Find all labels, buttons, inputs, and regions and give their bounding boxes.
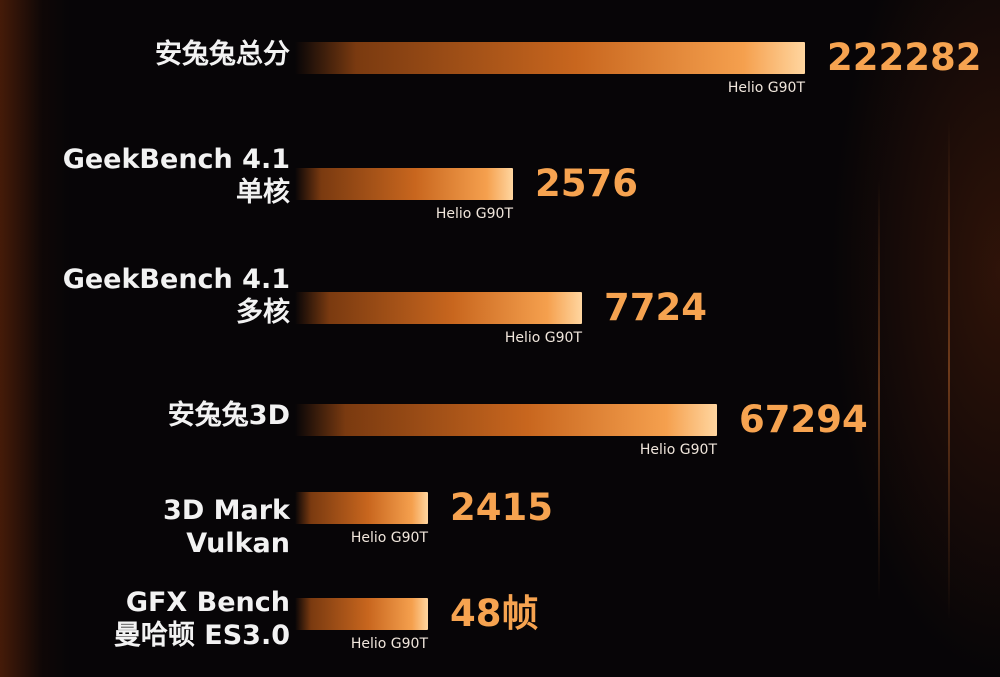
category-label-line: 曼哈顿 ES3.0 (113, 620, 290, 651)
category-label: 安兔兔总分 (155, 38, 290, 71)
category-label: 3D Mark Vulkan (163, 494, 290, 560)
light-streak (948, 120, 950, 620)
category-label-line: GeekBench 4.1 (62, 144, 290, 175)
bar (295, 598, 428, 630)
value-label: 2576 (535, 162, 638, 205)
value-label: 48帧 (450, 592, 539, 635)
chip-label: Helio G90T (350, 530, 428, 546)
light-streak (878, 180, 880, 600)
category-label-line: 安兔兔总分 (155, 39, 290, 70)
chip-label: Helio G90T (727, 80, 805, 96)
chip-label: Helio G90T (639, 442, 717, 458)
right-glow (830, 0, 1000, 677)
category-label-line: 3D Mark (163, 495, 290, 526)
bar (295, 168, 513, 200)
bar (295, 292, 582, 324)
chip-label: Helio G90T (350, 636, 428, 652)
value-label: 67294 (739, 398, 868, 441)
category-label: GeekBench 4.1 多核 (63, 263, 290, 329)
bar (295, 404, 717, 436)
category-label-line: Vulkan (186, 528, 290, 559)
category-label-line: 安兔兔3D (167, 400, 290, 431)
category-label-line: GeekBench 4.1 (62, 264, 290, 295)
category-label-line: 单核 (236, 177, 290, 208)
category-label-line: 多核 (236, 297, 290, 328)
value-label: 222282 (827, 36, 982, 79)
category-label: GeekBench 4.1 单核 (63, 143, 290, 209)
bar (295, 492, 428, 524)
value-label: 2415 (450, 486, 553, 529)
chip-label: Helio G90T (435, 206, 513, 222)
category-label-line: GFX Bench (125, 587, 290, 618)
bar (295, 42, 805, 74)
left-glow (0, 0, 70, 677)
chip-label: Helio G90T (504, 330, 582, 346)
category-label: GFX Bench 曼哈顿 ES3.0 (114, 586, 290, 652)
category-label: 安兔兔3D (168, 399, 290, 432)
value-label: 7724 (604, 286, 707, 329)
